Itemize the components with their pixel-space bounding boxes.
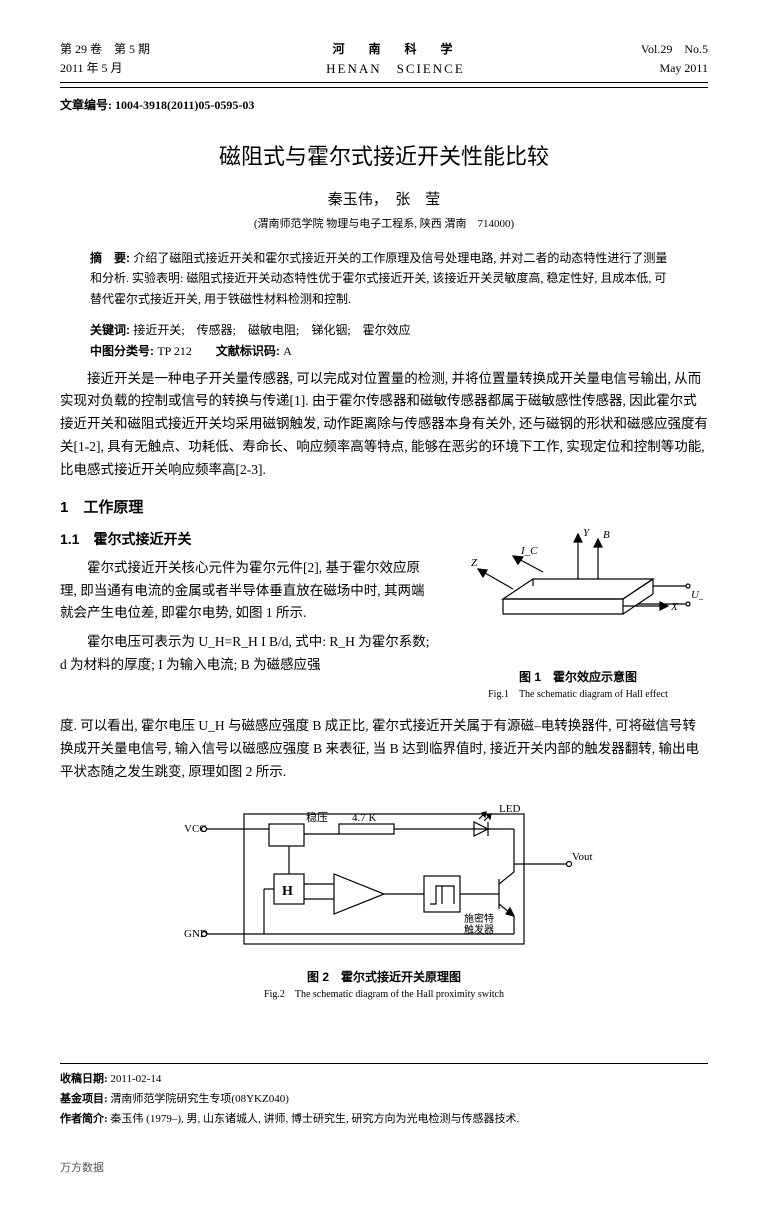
label-gnd: GND [184, 928, 208, 940]
keywords-text: 接近开关; 传感器; 磁敏电阻; 锑化铟; 霍尔效应 [133, 323, 410, 337]
footer-info: 收稿日期: 2011-02-14 基金项目: 渭南师范学院研究生专项(08YKZ… [60, 1063, 708, 1129]
intro-paragraph: 接近开关是一种电子开关量传感器, 可以完成对位置量的检测, 并将位置量转换成开关… [60, 368, 708, 483]
journal-name-cn: 河 南 科 学 [326, 40, 465, 59]
vol-issue-cn: 第 29 卷 第 5 期 [60, 40, 150, 59]
para-1-2b: 度. 可以看出, 霍尔电压 U_H 与磁感应强度 B 成正比, 霍尔式接近开关属… [60, 715, 708, 784]
hall-switch-circuit-icon: VCC GND 稳压 4.7 K LED Vout H 施密特触发器 [174, 794, 594, 964]
fig1-caption-cn: 图 1 霍尔效应示意图 [448, 668, 708, 687]
label-led: LED [499, 803, 520, 815]
author-bio: 秦玉伟 (1979–), 男, 山东诸城人, 讲师, 博士研究生, 研究方向为光… [110, 1113, 519, 1125]
abstract-label: 摘 要: [90, 251, 133, 265]
hall-effect-diagram-icon: Y B Z I_C X U_H [453, 524, 703, 664]
figure-1: Y B Z I_C X U_H 图 1 霍尔效应示意图 Fig.1 The sc… [448, 524, 708, 703]
fund-label: 基金项目: [60, 1093, 110, 1105]
fund-text: 渭南师范学院研究生专项(08YKZ040) [110, 1093, 288, 1105]
author-bio-label: 作者简介: [60, 1113, 110, 1125]
label-schmitt: 施密特触发器 [464, 912, 494, 936]
fig2-caption-en: Fig.2 The schematic diagram of the Hall … [60, 987, 708, 1003]
label-ic: I_C [520, 545, 538, 557]
date-cn: 2011 年 5 月 [60, 59, 150, 78]
recv-label: 收稿日期: [60, 1073, 110, 1085]
header-right: Vol.29 No.5 May 2011 [641, 40, 708, 80]
header-left: 第 29 卷 第 5 期 2011 年 5 月 [60, 40, 150, 80]
section-1-heading: 1 工作原理 [60, 496, 708, 520]
label-z: Z [471, 557, 478, 569]
clc-text: TP 212 [157, 344, 192, 358]
clc-label: 中图分类号: [90, 344, 157, 358]
label-r: 4.7 K [352, 812, 377, 824]
label-hall: H [282, 884, 293, 899]
label-reg: 稳压 [306, 810, 328, 824]
header-rule [60, 87, 708, 88]
abstract: 摘 要: 介绍了磁阻式接近开关和霍尔式接近开关的工作原理及信号处理电路, 并对二… [90, 248, 678, 309]
vol-issue-en: Vol.29 No.5 [641, 40, 708, 59]
article-title: 磁阻式与霍尔式接近开关性能比较 [60, 139, 708, 174]
journal-header: 第 29 卷 第 5 期 2011 年 5 月 河 南 科 学 HENAN SC… [60, 40, 708, 83]
label-vcc: VCC [184, 823, 207, 835]
figure-2: VCC GND 稳压 4.7 K LED Vout H 施密特触发器 图 2 霍… [60, 794, 708, 1003]
doc-code-label: 文献标识码: [216, 344, 283, 358]
fig2-caption-cn: 图 2 霍尔式接近开关原理图 [60, 968, 708, 987]
label-uh: U_H [691, 589, 703, 601]
date-en: May 2011 [641, 59, 708, 78]
keywords: 关键词: 接近开关; 传感器; 磁敏电阻; 锑化铟; 霍尔效应 [90, 321, 678, 340]
article-id: 文章编号: 1004-3918(2011)05-0595-03 [60, 96, 708, 115]
header-center: 河 南 科 学 HENAN SCIENCE [326, 40, 465, 80]
abstract-text: 介绍了磁阻式接近开关和霍尔式接近开关的工作原理及信号处理电路, 并对二者的动态特… [90, 251, 667, 306]
affiliation: (渭南师范学院 物理与电子工程系, 陕西 渭南 714000) [60, 216, 708, 234]
label-y: Y [583, 527, 591, 539]
keywords-label: 关键词: [90, 323, 133, 337]
watermark: 万方数据 [60, 1160, 708, 1178]
classification: 中图分类号: TP 212 文献标识码: A [90, 342, 678, 361]
journal-name-en: HENAN SCIENCE [326, 59, 465, 80]
label-x: X [670, 601, 679, 613]
authors: 秦玉伟， 张 莹 [60, 188, 708, 212]
recv-date: 2011-02-14 [110, 1073, 161, 1085]
label-vout: Vout [572, 851, 593, 863]
fig1-caption-en: Fig.1 The schematic diagram of Hall effe… [448, 687, 708, 703]
label-b: B [603, 529, 610, 541]
doc-code-text: A [283, 344, 292, 358]
